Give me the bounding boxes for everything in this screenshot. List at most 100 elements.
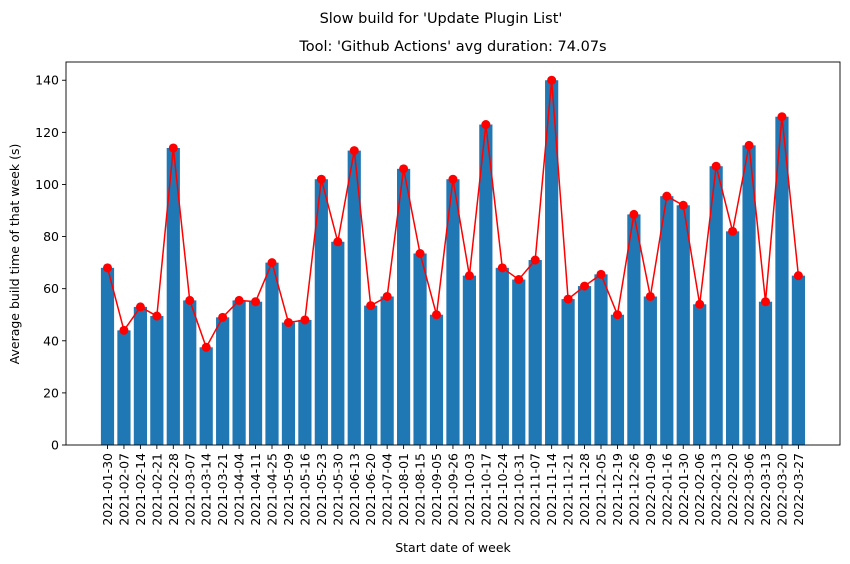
bar [594, 274, 608, 445]
bar [314, 179, 328, 446]
x-tick-label: 2022-03-06 [742, 453, 757, 526]
x-tick-label: 2021-07-04 [380, 453, 395, 526]
bar [726, 231, 740, 445]
data-point [580, 281, 590, 291]
data-point [399, 164, 409, 174]
bar [512, 279, 526, 445]
data-point [218, 312, 228, 322]
x-tick-label: 2021-01-30 [100, 453, 115, 526]
x-tick-label: 2021-09-05 [429, 453, 444, 526]
data-point [761, 297, 770, 307]
data-point [366, 301, 376, 311]
x-tick-label: 2021-05-09 [281, 453, 296, 526]
bar [183, 300, 197, 445]
bar [709, 166, 723, 445]
y-tick-label: 20 [43, 385, 59, 400]
bar [380, 296, 394, 445]
data-point [448, 174, 458, 184]
x-tick-label: 2022-03-13 [758, 453, 773, 526]
x-axis-label: Start date of week [395, 540, 511, 555]
data-point [547, 75, 557, 85]
x-tick-label: 2022-02-06 [692, 453, 707, 526]
data-point [629, 209, 639, 219]
bar [742, 145, 756, 445]
x-tick-label: 2021-11-07 [528, 453, 543, 526]
x-tick-label: 2021-02-28 [166, 453, 181, 526]
data-point [777, 112, 787, 122]
data-point [103, 263, 112, 273]
data-point [185, 295, 195, 305]
x-tick-label: 2021-12-19 [610, 453, 625, 526]
bar [397, 168, 411, 445]
data-point [678, 200, 688, 210]
x-tick-label: 2021-11-14 [544, 453, 559, 526]
bar [429, 314, 444, 445]
bar [577, 286, 592, 445]
data-point [530, 255, 540, 265]
x-tick-label: 2021-05-16 [297, 453, 312, 526]
data-point [300, 315, 310, 325]
x-tick-label: 2021-04-11 [248, 453, 263, 526]
bar [364, 305, 378, 445]
y-tick-label: 140 [35, 73, 59, 88]
bar [133, 306, 147, 445]
data-point [695, 299, 705, 309]
bar [216, 317, 230, 445]
data-point [333, 237, 343, 247]
bar [660, 196, 674, 445]
bar [232, 300, 246, 445]
data-point [283, 318, 293, 328]
bar [495, 267, 509, 445]
x-tick-label: 2021-08-01 [396, 453, 411, 526]
bar [791, 275, 805, 445]
line-layer [103, 75, 803, 352]
bar [610, 314, 625, 445]
x-tick-label: 2021-12-05 [594, 453, 609, 526]
bar [281, 322, 296, 445]
bar [265, 262, 279, 445]
y-tick-label: 100 [35, 177, 59, 192]
x-tick-label: 2022-02-13 [709, 453, 724, 526]
y-tick-label: 40 [43, 333, 59, 348]
x-tick-label: 2021-11-21 [561, 453, 576, 526]
data-point [168, 143, 178, 153]
bar [100, 267, 115, 445]
bar [462, 275, 476, 445]
data-point [563, 294, 573, 304]
bar [479, 124, 493, 445]
chart-suptitle: Slow build for 'Update Plugin List' [320, 11, 563, 27]
data-point [234, 295, 244, 305]
bar [199, 347, 213, 445]
data-point [119, 325, 129, 335]
bar [643, 296, 657, 445]
y-tick-label: 0 [51, 438, 59, 453]
y-tick-label: 60 [43, 281, 59, 296]
x-tick-label: 2022-02-20 [725, 453, 740, 526]
x-tick-label: 2021-08-15 [413, 453, 428, 526]
x-tick-label: 2021-10-24 [495, 453, 510, 526]
x-tick-label: 2021-03-07 [182, 453, 197, 526]
data-point [793, 271, 803, 281]
y-tick-label: 120 [35, 125, 59, 140]
data-point [744, 140, 754, 150]
data-point [267, 258, 277, 268]
x-tick-label: 2021-11-28 [577, 453, 592, 526]
y-axis-label: Average build time of that week (s) [7, 144, 22, 365]
x-tick-label: 2021-10-03 [462, 453, 477, 526]
bar [248, 301, 263, 445]
bar [298, 319, 312, 445]
y-tick-label: 80 [43, 229, 59, 244]
bar [676, 205, 690, 445]
x-tick-label: 2021-02-14 [133, 453, 148, 526]
data-point [645, 291, 655, 301]
data-point [662, 191, 672, 201]
data-point [497, 263, 507, 273]
bar [545, 80, 559, 446]
x-tick-label: 2021-05-23 [314, 453, 329, 526]
data-point [612, 310, 622, 320]
data-point [152, 311, 162, 321]
data-point [728, 226, 738, 236]
data-point [201, 342, 211, 352]
bar [347, 150, 361, 445]
